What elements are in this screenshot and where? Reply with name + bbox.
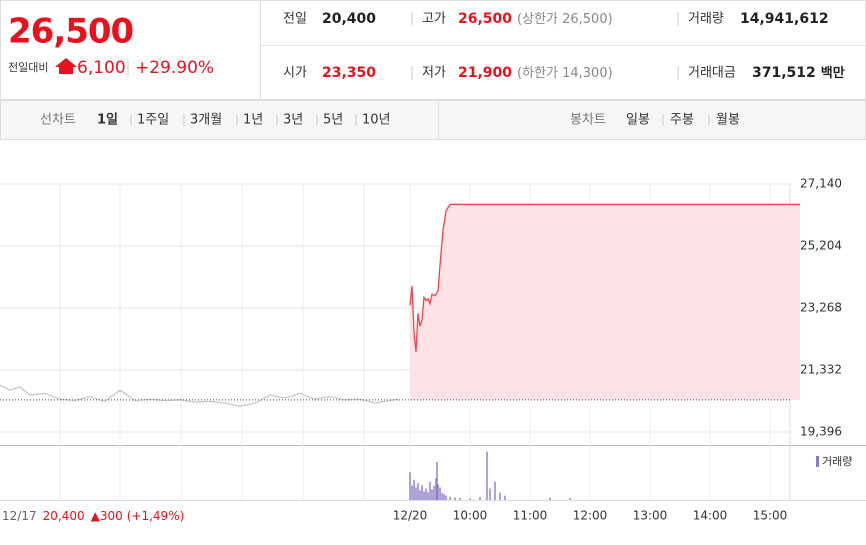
volume-bar (411, 485, 413, 500)
tab-label: 봉차트 (570, 113, 606, 128)
tab-label: 선차트 (40, 113, 76, 128)
volume-bar (569, 498, 571, 500)
volume-bar (445, 495, 447, 500)
x-tick-label: 15:00 (753, 509, 788, 523)
volume-bar (454, 497, 456, 500)
tab[interactable]: 10년 (362, 113, 391, 128)
footer: 12/17 20,400 ▲300 (+1,49%) (2, 509, 184, 523)
stat-label: 거래대금 (688, 66, 736, 81)
x-tick-label: 12/20 (393, 509, 428, 523)
volume-bar (421, 485, 423, 500)
stat-note: (상한가 26,500) (517, 12, 613, 27)
tab[interactable]: 1주일 (137, 113, 169, 128)
up-icon (55, 58, 77, 74)
stat-value: 371,512 (752, 65, 816, 81)
footer-date: 12/17 (2, 509, 37, 523)
volume-bar (435, 478, 437, 500)
volume-bar (504, 495, 506, 500)
stat-line: 23,350 (322, 65, 376, 81)
volume-bar (489, 488, 491, 500)
volume-bar (433, 485, 435, 500)
volume-bar (417, 483, 419, 500)
volume-bar (449, 496, 451, 500)
volume-bar (431, 489, 433, 500)
stat-line: 21,900 (하한가 14,300) (458, 65, 613, 81)
volume-bar (423, 491, 425, 500)
footer-price: 20,400 (43, 509, 85, 523)
stat-line: 371,512 백만 (752, 65, 845, 82)
volume-bar (486, 451, 488, 500)
area (410, 204, 800, 400)
stat-label: 고가 (422, 12, 446, 27)
y-tick-label: 23,268 (800, 300, 842, 314)
stat-value: 14,941,612 (740, 11, 829, 27)
volume-bar (437, 484, 439, 500)
tab[interactable]: 1년 (243, 113, 263, 128)
stat-note: (하한가 14,300) (517, 66, 613, 81)
tab-bar (0, 100, 866, 140)
x-tick-label: 14:00 (693, 509, 728, 523)
volume-bar (479, 497, 481, 500)
x-tick-label: 12:00 (573, 509, 608, 523)
legend-label: 거래량 (822, 455, 852, 468)
y-tick-label: 19,396 (800, 424, 842, 438)
volume-bar (549, 497, 551, 500)
legend-swatch (816, 456, 819, 467)
volume-bar (441, 492, 443, 500)
stat-line: 26,500 (상한가 26,500) (458, 11, 613, 27)
stat-value: 26,500 (458, 11, 512, 27)
content: 전일 20,400 고가 26,500 (상한가 26,500) 거래량 14,941,61… (0, 11, 852, 523)
tab[interactable]: 3개월 (190, 113, 222, 128)
y-tick-label: 21,332 (800, 362, 842, 376)
stat-label: 거래량 (688, 12, 724, 27)
stat-line: 14,941,612 (740, 11, 829, 27)
price-line (409, 203, 800, 352)
volume-bar (499, 492, 501, 500)
stat-value: 20,400 (322, 11, 376, 27)
tab[interactable]: 3년 (283, 113, 303, 128)
volume-bar (436, 461, 438, 500)
tab[interactable]: 1일 (97, 113, 118, 128)
footer-pct: (+1,49%) (127, 509, 185, 523)
volume-bar (409, 472, 411, 500)
volume-bar (439, 487, 441, 500)
stat-unit: 백만 (821, 65, 845, 81)
volume-bar (413, 479, 415, 500)
volume-bar (415, 487, 417, 500)
change: 6,100 (77, 58, 126, 78)
volume-bar (419, 490, 421, 500)
tab[interactable]: 일봉 (626, 113, 650, 128)
volume-bar (459, 498, 461, 500)
y-tick-label: 27,140 (800, 176, 842, 190)
price-line (0, 384, 399, 407)
change-pct: +29.90% (135, 58, 214, 78)
x-tick-label: 10:00 (453, 509, 488, 523)
tab[interactable]: 5년 (323, 113, 343, 128)
x-tick-label: 13:00 (633, 509, 668, 523)
price: 26,500 (8, 12, 134, 52)
volume-bar (427, 492, 429, 500)
footer-change: ▲300 (91, 509, 123, 523)
stat-line: 20,400 (322, 11, 376, 27)
tab[interactable]: 주봉 (670, 113, 694, 128)
stat-label: 시가 (283, 66, 307, 81)
volume-bar (494, 481, 496, 500)
x-tick-label: 11:00 (513, 509, 548, 523)
volume-bar (425, 488, 427, 500)
stat-value: 23,350 (322, 65, 376, 81)
y-tick-label: 25,204 (800, 238, 842, 252)
volume-bar (469, 498, 471, 500)
volume-bar (443, 494, 445, 500)
stat-value: 21,900 (458, 65, 512, 81)
stat-label: 저가 (422, 66, 446, 81)
tab[interactable]: 월봉 (716, 113, 740, 128)
quote-box (0, 0, 866, 100)
volume-bar (429, 481, 431, 500)
stat-label: 전일 (283, 12, 307, 27)
change-label: 전일대비 (8, 60, 48, 74)
